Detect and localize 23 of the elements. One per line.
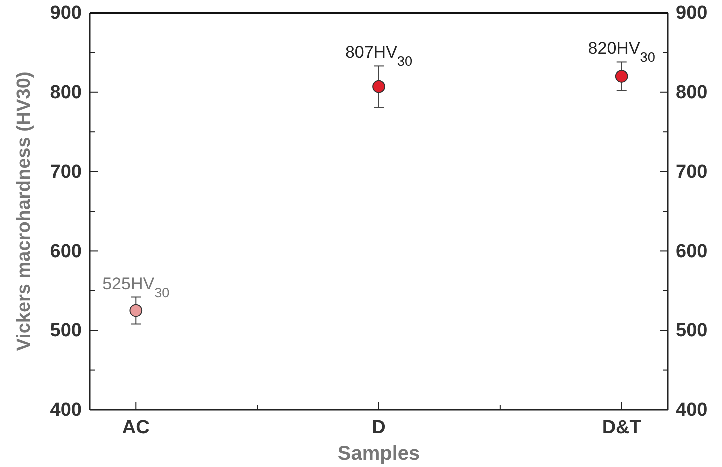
y2-tick-label: 900 (676, 3, 708, 24)
y-tick-label: 600 (50, 241, 82, 262)
y2-tick-label: 400 (676, 400, 708, 422)
point (372, 80, 386, 94)
data-label: 525HV$_{30}$ (102, 274, 170, 300)
y-axis-title: Vickers macrohardness (HV30) (14, 72, 35, 352)
x-tick-label: D (372, 417, 386, 438)
y2-tick-label: 800 (676, 82, 708, 104)
y2-tick-label: 500 (676, 320, 708, 342)
point (615, 70, 628, 83)
data-label: 820HV$_{30}$ (588, 39, 656, 65)
y-tick-label: 900 (50, 3, 82, 24)
x-tick-label: AC (122, 417, 150, 438)
y-tick-label: 500 (50, 320, 82, 342)
y-tick-label: 400 (50, 400, 82, 422)
x-tick-label: D&T (602, 417, 642, 438)
point (130, 304, 143, 318)
x-axis-title: Samples (338, 443, 420, 465)
y2-tick-label: 700 (676, 162, 708, 183)
data-label: 807HV$_{30}$ (345, 43, 413, 69)
y-tick-label: 800 (50, 82, 82, 104)
y-tick-label: 700 (50, 162, 82, 183)
y2-tick-label: 600 (676, 241, 708, 262)
